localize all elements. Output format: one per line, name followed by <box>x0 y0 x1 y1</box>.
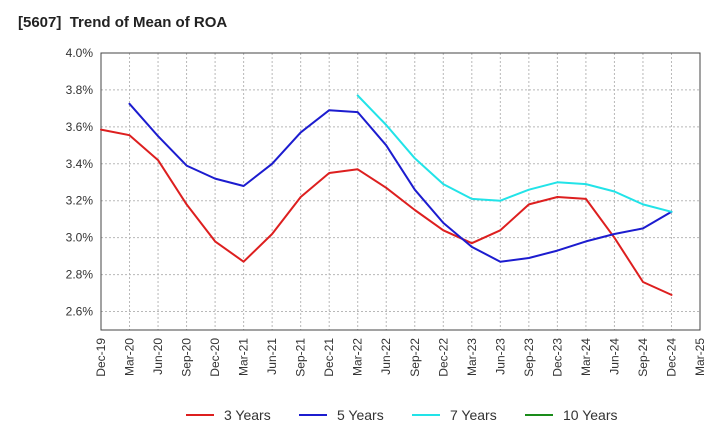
legend-label: 5 Years <box>337 407 384 423</box>
y-tick-label: 3.8% <box>66 83 94 97</box>
x-tick-label: Jun-23 <box>493 338 507 375</box>
y-tick-label: 3.6% <box>66 120 94 134</box>
legend-label: 10 Years <box>563 407 618 423</box>
x-tick-label: Mar-23 <box>465 338 479 376</box>
y-tick-label: 4.0% <box>66 46 94 60</box>
x-tick-label: Jun-24 <box>607 338 621 375</box>
legend-label: 7 Years <box>450 407 497 423</box>
x-tick-label: Sep-22 <box>408 338 422 377</box>
x-tick-label: Mar-25 <box>693 338 707 376</box>
x-tick-label: Mar-22 <box>351 338 365 376</box>
x-tick-label: Dec-23 <box>550 338 564 377</box>
legend-label: 3 Years <box>224 407 271 423</box>
y-tick-label: 3.4% <box>66 157 94 171</box>
chart-title: [5607] Trend of Mean of ROA <box>18 14 228 31</box>
x-tick-label: Mar-21 <box>237 338 251 376</box>
x-tick-label: Dec-22 <box>436 338 450 377</box>
x-tick-label: Mar-24 <box>579 338 593 376</box>
y-tick-label: 3.2% <box>66 194 94 208</box>
y-tick-label: 2.8% <box>66 268 94 282</box>
series-line-7-years <box>356 94 673 213</box>
x-tick-label: Dec-24 <box>664 338 678 377</box>
x-tick-label: Sep-20 <box>180 338 194 377</box>
x-tick-label: Dec-20 <box>208 338 222 377</box>
y-tick-label: 2.6% <box>66 305 94 319</box>
series-line-3-years <box>100 128 673 296</box>
x-tick-label: Jun-22 <box>379 338 393 375</box>
y-tick-label: 3.0% <box>66 231 94 245</box>
x-tick-label: Dec-21 <box>322 338 336 377</box>
series-line-5-years <box>128 102 673 263</box>
x-tick-label: Sep-21 <box>294 338 308 377</box>
x-tick-label: Sep-23 <box>522 338 536 377</box>
x-tick-label: Dec-19 <box>94 338 108 377</box>
x-tick-label: Jun-21 <box>265 338 279 375</box>
x-tick-label: Jun-20 <box>151 338 165 375</box>
plot-frame <box>100 52 701 331</box>
x-tick-label: Sep-24 <box>636 338 650 377</box>
x-tick-label: Mar-20 <box>123 338 137 376</box>
